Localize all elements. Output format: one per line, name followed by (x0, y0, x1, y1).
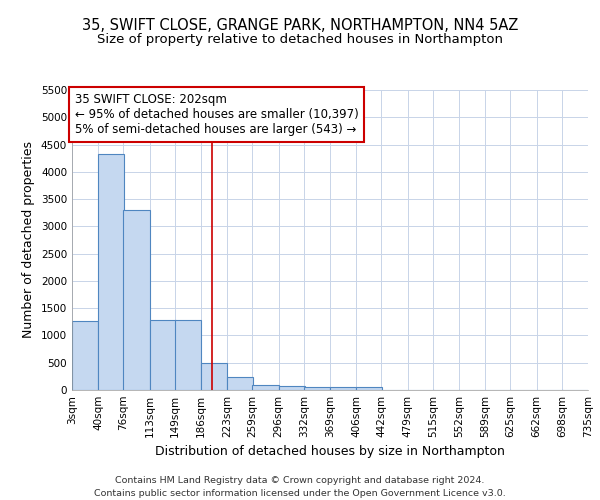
Bar (278, 386, 305, 390)
Bar (175, 320, 201, 390)
Bar (304, 387, 330, 390)
Bar (124, 210, 149, 390)
Text: 35 SWIFT CLOSE: 202sqm
← 95% of detached houses are smaller (10,397)
5% of semi-: 35 SWIFT CLOSE: 202sqm ← 95% of detached… (74, 93, 358, 136)
Bar (227, 378, 253, 390)
Bar (149, 320, 176, 390)
Text: Contains HM Land Registry data © Crown copyright and database right 2024.: Contains HM Land Registry data © Crown c… (115, 476, 485, 485)
Text: Contains public sector information licensed under the Open Government Licence v3: Contains public sector information licen… (94, 489, 506, 498)
X-axis label: Distribution of detached houses by size in Northampton: Distribution of detached houses by size … (155, 446, 505, 458)
Text: 35, SWIFT CLOSE, GRANGE PARK, NORTHAMPTON, NN4 5AZ: 35, SWIFT CLOSE, GRANGE PARK, NORTHAMPTO… (82, 18, 518, 32)
Bar (330, 387, 356, 390)
Y-axis label: Number of detached properties: Number of detached properties (22, 142, 35, 338)
Bar (98, 154, 124, 390)
Bar (201, 364, 227, 390)
Bar (253, 384, 278, 390)
Text: Size of property relative to detached houses in Northampton: Size of property relative to detached ho… (97, 32, 503, 46)
Bar (356, 387, 382, 390)
Bar (72, 320, 98, 390)
